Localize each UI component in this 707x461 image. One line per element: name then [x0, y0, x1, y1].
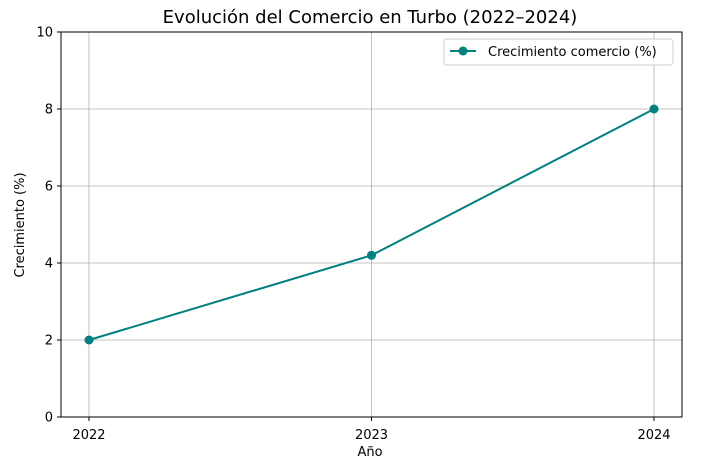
legend-label: Crecimiento comercio (%) — [488, 45, 657, 60]
data-point — [367, 250, 376, 260]
x-axis-ticks: 2022 2023 2024 — [72, 417, 671, 443]
data-point — [84, 335, 94, 345]
chart-title: Evolución del Comercio en Turbo (2022–20… — [163, 7, 578, 28]
legend: Crecimiento comercio (%) — [443, 38, 674, 66]
y-tick-label: 4 — [45, 257, 53, 272]
x-tick-label: 2024 — [637, 428, 670, 443]
legend-box — [443, 38, 674, 66]
y-axis-ticks: 0 2 4 6 8 10 — [36, 26, 61, 426]
legend-marker-swatch — [458, 46, 468, 56]
y-tick-label: 0 — [45, 411, 53, 426]
x-tick-label: 2022 — [72, 428, 105, 443]
y-tick-label: 6 — [45, 180, 53, 195]
y-axis-label: Crecimiento (%) — [13, 172, 28, 277]
x-axis-label: Año — [357, 445, 382, 457]
series-layer — [84, 104, 659, 345]
grid-lines — [61, 31, 682, 418]
data-point — [649, 104, 659, 114]
x-tick-label: 2023 — [355, 428, 388, 443]
y-tick-label: 2 — [45, 334, 53, 349]
y-tick-label: 8 — [45, 103, 53, 118]
y-tick-label: 10 — [36, 26, 53, 41]
